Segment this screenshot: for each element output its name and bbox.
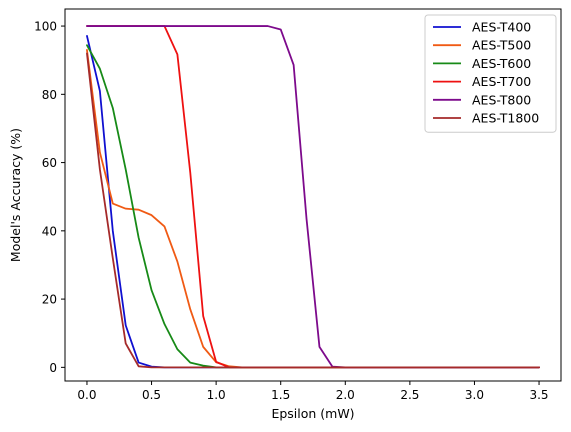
x-tick-label: 2.5 xyxy=(400,388,419,402)
legend: AES-T400 AES-T500 AES-T600 AES-T700 AES-T800… xyxy=(424,14,557,133)
series-layer xyxy=(86,25,540,369)
y-tick-label: 20 xyxy=(42,293,57,307)
legend-label: AES-T1800 xyxy=(472,111,539,126)
y-axis-ticks: 0 20 40 60 80 100 xyxy=(34,20,65,375)
x-tick-label: 0.0 xyxy=(77,388,96,402)
y-axis-title: Model's Accuracy (%) xyxy=(8,128,23,262)
y-tick-label: 40 xyxy=(42,224,57,238)
legend-label: AES-T800 xyxy=(472,92,531,107)
plot-area-frame xyxy=(64,8,562,382)
series-line-aes-t1800 xyxy=(86,52,540,369)
legend-label: AES-T700 xyxy=(472,74,531,89)
x-tick-label: 1.5 xyxy=(271,388,290,402)
y-tick-label: 80 xyxy=(42,88,57,102)
y-tick-label: 100 xyxy=(34,20,57,34)
x-tick-label: 0.5 xyxy=(142,388,161,402)
legend-label: AES-T500 xyxy=(472,38,531,53)
x-tick-label: 3.5 xyxy=(529,388,548,402)
y-tick-label: 60 xyxy=(42,156,57,170)
x-axis-ticks: 0.0 0.5 1.0 1.5 2.0 2.5 3.0 3.5 xyxy=(77,381,549,402)
legend-label: AES-T400 xyxy=(472,20,531,35)
legend-label: AES-T600 xyxy=(472,56,531,71)
y-tick-label: 0 xyxy=(49,361,57,375)
x-tick-label: 1.0 xyxy=(207,388,226,402)
x-axis-title: Epsilon (mW) xyxy=(271,406,354,421)
x-tick-label: 2.0 xyxy=(336,388,355,402)
x-tick-label: 3.0 xyxy=(465,388,484,402)
